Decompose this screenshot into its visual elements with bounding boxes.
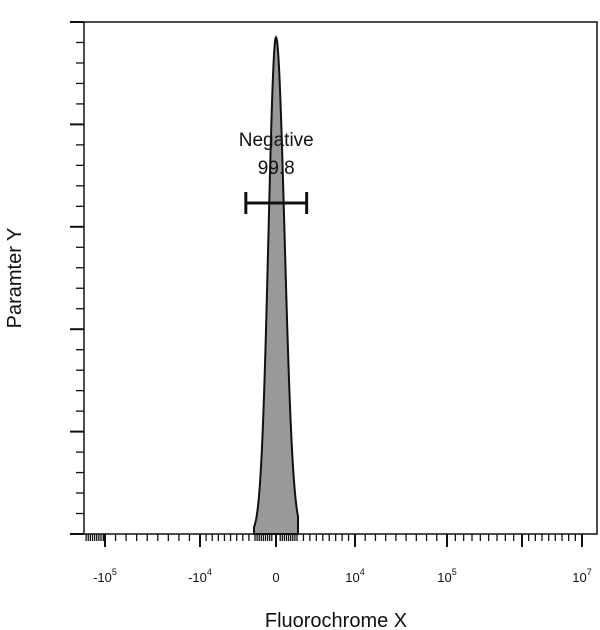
- x-axis-title: Fluorochrome X: [265, 610, 407, 630]
- y-axis-ticks: [70, 21, 84, 535]
- histogram-population: [253, 35, 299, 535]
- plot-frame: [83, 21, 598, 535]
- gate-name-label: Negative: [239, 130, 314, 151]
- x-tick-label: 0: [272, 570, 279, 585]
- gate-negative[interactable]: Negative 99.8: [239, 130, 314, 214]
- y-axis-title: Paramter Y: [4, 228, 26, 329]
- x-tick-label: 105: [437, 567, 456, 585]
- x-tick-label: 107: [572, 567, 591, 585]
- x-tick-labels: -105 -104 0 104 105 107: [93, 567, 592, 585]
- x-axis-ticks: [85, 534, 583, 547]
- x-tick-label: -104: [188, 567, 212, 585]
- x-tick-label: 104: [345, 567, 364, 585]
- x-tick-label: -105: [93, 567, 117, 585]
- gate-value-label: 99.8: [258, 158, 295, 179]
